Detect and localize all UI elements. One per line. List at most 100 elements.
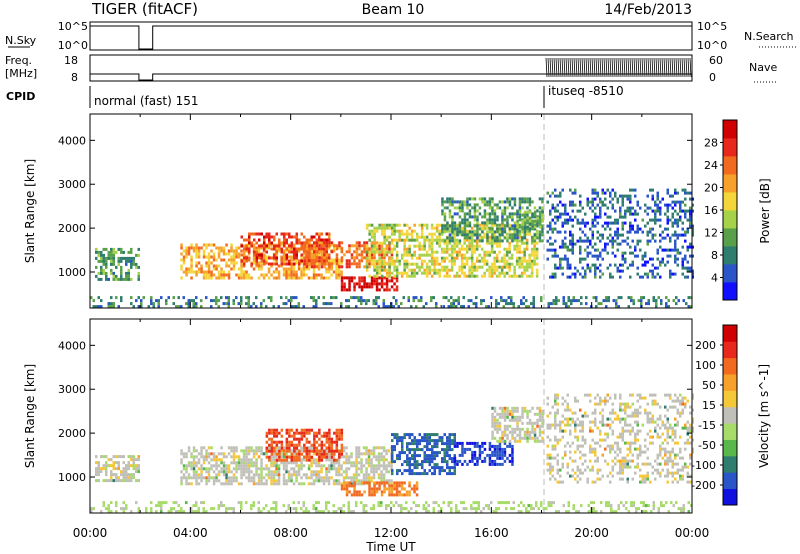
vel-echo-cell [318,431,321,435]
nave-mark [633,57,636,78]
power-echo-cell [649,239,652,243]
vel-echo-cell [533,421,537,425]
power-echo-cell [248,250,251,254]
power-echo-cell [525,305,528,309]
power-echo-cell [285,276,288,280]
power-echo-cell [260,259,263,263]
vel-echo-cell [436,451,439,455]
vel-echo-cell [187,461,191,465]
power-echo-cell [210,261,213,265]
vel-echo-cell [267,446,271,450]
power-echo-cell [513,265,516,269]
vel-echo-cell [247,464,251,468]
vel-echo-cell [451,439,454,443]
power-echo-cell [435,268,439,272]
power-echo-cell [594,248,597,252]
vel-echo-cell [377,467,381,471]
vel-echo-cell [431,448,434,452]
vel-echo-cell [498,415,502,419]
power-echo-cell [300,261,303,265]
power-echo-cell [448,212,452,216]
power-echo-cell [140,299,143,303]
vel-echo-cell [363,490,366,494]
power-echo-cell [523,213,527,217]
power-echo-cell [448,215,452,219]
power-echo-cell [624,209,627,213]
power-echo-cell [465,256,469,260]
vel-echo-cell [498,421,502,425]
power-echo-cell [491,206,494,210]
vel-echo-cell [511,450,514,454]
vel-echo-cell [117,464,120,468]
power-echo-cell [676,224,679,228]
vel-echo-cell [313,440,316,444]
vel-echo-cell [518,439,522,443]
power-echo-cell [383,241,386,245]
vel-echo-cell [357,452,361,456]
vel-echo-cell [461,450,464,454]
vel-echo-cell [265,455,269,459]
power-echo-cell [327,270,331,274]
vel-echo-cell [503,430,507,434]
vel-echo-cell [288,440,291,444]
vel-echo-cell [365,452,368,456]
power-echo-cell [220,258,223,262]
power-echo-cell [380,276,384,280]
vel-echo-cell [498,436,502,440]
power-echo-cell [451,203,454,207]
power-echo-cell [315,247,319,251]
power-echo-cell [651,209,654,213]
power-echo-cell [300,244,303,248]
power-echo-cell [530,241,534,245]
power-echo-cell [122,256,125,260]
vel-echo-cell [377,455,381,459]
vel-echo-cell [463,459,467,463]
velocity-echo-field [90,319,694,514]
power-echo-cell [130,265,133,269]
vel-echo-cell [458,441,462,445]
power-echo-cell [561,188,564,192]
vel-echo-cell [285,437,289,441]
power-echo-cell [358,244,361,248]
power-echo-cell [383,268,386,272]
vel-echo-cell [387,479,391,483]
power-echo-cell [202,255,206,259]
power-echo-cell [365,247,369,251]
vel-echo-cell [380,493,384,497]
power-echo-cell [465,262,469,266]
power-echo-cell [441,230,444,234]
power-echo-cell [564,209,567,213]
power-echo-cell [383,265,386,269]
power-echo-cell [313,247,316,251]
power-echo-cell [257,276,261,280]
vel-echo-cell [370,458,373,462]
vel-echo-cell [436,466,439,470]
vel-echo-cell [125,473,128,477]
power-echo-cell [651,197,654,201]
power-echo-cell [425,274,429,278]
vel-echo-cell [448,439,451,443]
power-echo-cell [483,271,486,275]
power-echo-cell [428,253,431,257]
vel-echo-cell [335,458,339,462]
vel-echo-cell [127,455,130,459]
power-echo-cell [325,302,328,306]
power-echo-cell [415,265,419,269]
power-echo-cell [561,257,564,261]
power-echo-cell [287,255,291,259]
power-echo-cell [624,212,627,216]
power-echo-cell [614,230,617,234]
vel-echo-cell [531,436,534,440]
power-echo-cell [646,221,649,225]
vel-echo-cell [112,473,115,477]
power-echo-cell [303,262,306,266]
power-echo-cell [571,272,574,276]
vel-echo-cell [250,449,253,453]
vel-echo-cell [443,433,446,437]
vel-echo-cell [390,467,393,471]
nave-mark [673,57,676,78]
power-echo-cell [500,296,503,300]
power-echo-cell [330,243,333,247]
power-echo-cell [453,241,456,245]
